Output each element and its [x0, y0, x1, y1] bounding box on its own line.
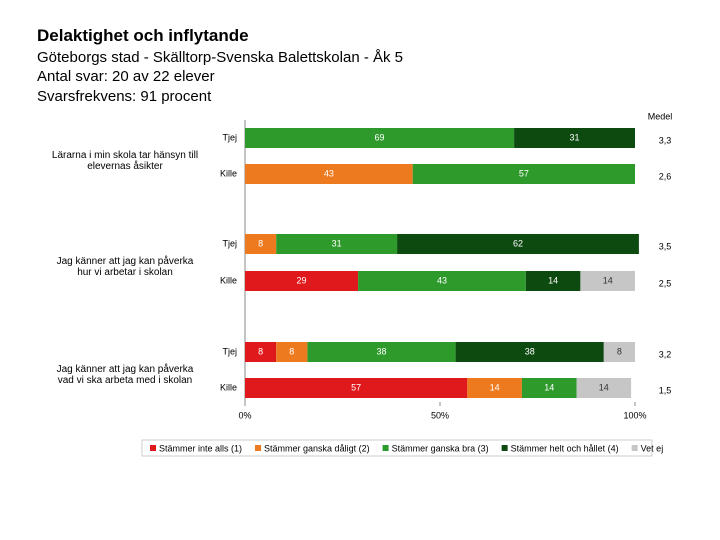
bar-segment [412, 164, 635, 184]
value-label: 29 [297, 275, 307, 285]
value-label: 57 [351, 382, 361, 392]
bar-segment [276, 342, 308, 362]
row-label: Kille [220, 168, 237, 178]
question-label: Jag känner att jag kan påverka hur vi ar… [56, 256, 194, 278]
medel-value: 2,6 [659, 171, 672, 181]
medel-title: Medel [648, 111, 673, 121]
value-label: 14 [599, 382, 609, 392]
legend-box [141, 439, 653, 457]
bar-segment [245, 271, 359, 291]
legend-swatch [501, 445, 508, 451]
legend-label: Stämmer ganska dåligt (2) [264, 443, 370, 453]
legend-swatch [255, 445, 262, 451]
value-label: 57 [519, 168, 529, 178]
bar-segment [580, 271, 635, 291]
x-tick-label: 100% [623, 410, 646, 420]
value-label: 8 [258, 238, 263, 248]
row-label: Tjej [222, 132, 237, 142]
medel-value: 3,3 [659, 135, 672, 145]
subtitle: Göteborgs stad - Skälltorp-Svenska Balet… [37, 49, 404, 66]
bar-segment [521, 378, 577, 398]
question-label: Lärarna i min skola tar hänsyn till elev… [51, 150, 199, 172]
bar-segment [307, 342, 456, 362]
legend-label: Stämmer inte alls (1) [159, 443, 242, 453]
value-label: 62 [513, 238, 523, 248]
bar-segment [245, 164, 413, 184]
value-label: 8 [258, 346, 263, 356]
value-label: 38 [525, 346, 535, 356]
row-label: Kille [220, 382, 237, 392]
subtitle: Svarsfrekvens: 91 procent [37, 88, 212, 105]
bar-segment [358, 271, 526, 291]
bar-segment [467, 378, 522, 398]
question-label: Jag känner att jag kan påverka vad vi sk… [56, 364, 194, 386]
bar-segment [245, 342, 277, 362]
row-label: Tjej [222, 346, 237, 356]
bar-segment [603, 342, 635, 362]
bar-segment [525, 271, 581, 291]
value-label: 14 [544, 382, 554, 392]
value-label: 14 [548, 275, 558, 285]
row-label: Tjej [222, 238, 237, 248]
legend-label: Stämmer helt och hållet (4) [511, 443, 619, 453]
value-label: 31 [570, 132, 580, 142]
bar-segment [245, 128, 515, 148]
legend-swatch [382, 445, 389, 451]
legend-label: Vet ej [641, 443, 664, 453]
bar-segment [455, 342, 604, 362]
title: Delaktighet och inflytande [37, 26, 249, 45]
medel-value: 1,5 [659, 385, 672, 395]
value-label: 14 [603, 275, 613, 285]
row-label: Kille [220, 275, 237, 285]
medel-value: 3,2 [659, 349, 672, 359]
x-tick-label: 0% [238, 410, 251, 420]
bar-segment [576, 378, 632, 398]
value-label: 43 [324, 168, 334, 178]
bar-segment [245, 234, 277, 254]
value-label: 69 [375, 132, 385, 142]
value-label: 14 [490, 382, 500, 392]
bar-segment [397, 234, 639, 254]
legend-swatch [631, 445, 638, 451]
subtitle: Antal svar: 20 av 22 elever [37, 68, 215, 85]
x-tick-label: 50% [431, 410, 449, 420]
value-label: 8 [289, 346, 294, 356]
bar-segment [245, 378, 468, 398]
medel-value: 2,5 [659, 278, 672, 288]
legend-swatch [150, 445, 156, 451]
legend-label: Stämmer ganska bra (3) [392, 443, 489, 453]
value-label: 8 [617, 346, 622, 356]
bar-segment [514, 128, 635, 148]
value-label: 43 [437, 275, 447, 285]
value-label: 31 [332, 238, 342, 248]
value-label: 38 [376, 346, 386, 356]
bar-segment [276, 234, 398, 254]
medel-value: 3,5 [659, 241, 672, 251]
